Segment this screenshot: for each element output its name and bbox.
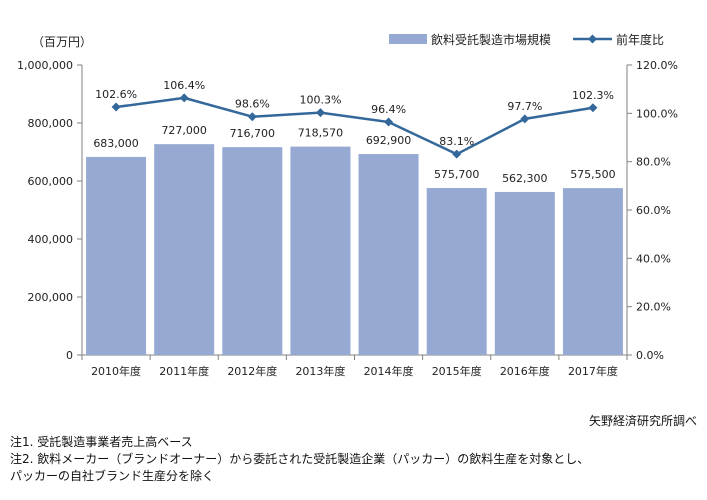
y-left-tick-label: 600,000 [28, 175, 74, 188]
y-right-tick-label: 60.0% [636, 204, 671, 217]
line-data-label: 83.1% [439, 135, 474, 148]
line-data-label: 96.4% [371, 103, 406, 116]
line-point [315, 108, 325, 118]
bar [86, 156, 147, 355]
bar [494, 191, 555, 355]
bar-data-label: 575,500 [570, 168, 616, 181]
line-point [520, 114, 530, 124]
x-tick-label: 2015年度 [432, 364, 482, 378]
line-data-label: 98.6% [235, 98, 270, 111]
bar-data-label: 716,700 [230, 127, 276, 140]
bar [426, 188, 487, 355]
y-right-tick-label: 100.0% [636, 107, 678, 120]
line-data-label: 97.7% [507, 100, 542, 113]
x-tick-label: 2014年度 [364, 364, 414, 378]
legend: 飲料受託製造市場規模 前年度比 [389, 32, 664, 47]
y-right-tick-label: 120.0% [636, 59, 678, 72]
legend-label-bar: 飲料受託製造市場規模 [431, 32, 551, 47]
series-line [115, 96, 594, 156]
note-1: 注1. 受託製造事業者売上高ベース [10, 435, 193, 449]
note-2: 注2. 飲料メーカー（ブランドオーナー）から委託された受託製造企業（パッカー）の… [10, 452, 590, 466]
y-left-tick-label: 800,000 [28, 117, 74, 130]
line-point [247, 112, 257, 122]
plot-area: 0 200,000 400,000 600,000 800,000 1,000,000 0.… [17, 59, 678, 378]
x-tick-label: 2012年度 [227, 364, 277, 378]
x-tick-label: 2013年度 [295, 364, 345, 378]
y-right-tick-label: 80.0% [636, 156, 671, 169]
line-data-label: 102.3% [572, 89, 614, 102]
x-tick-label: 2016年度 [500, 364, 550, 378]
bar-data-label: 692,900 [366, 134, 412, 147]
note-3: パッカーの自社ブランド生産分を除く [10, 469, 215, 483]
unit-label: （百万円） [32, 35, 92, 49]
line-data-label: 102.6% [95, 88, 137, 101]
line-point [111, 102, 121, 112]
y-left-tick-label: 0 [66, 349, 73, 362]
bar-data-label: 562,300 [502, 172, 548, 185]
y-right-tick-label: 0.0% [636, 349, 664, 362]
bar [154, 144, 215, 355]
y-left-tick-label: 200,000 [28, 291, 74, 304]
y-left-tick-label: 1,000,000 [17, 59, 73, 72]
bar [222, 147, 283, 355]
bar [358, 154, 419, 355]
bar [290, 146, 351, 355]
y-right-tick-label: 40.0% [636, 252, 671, 265]
line-data-label: 106.4% [163, 79, 205, 92]
bar-data-label: 718,570 [298, 127, 344, 140]
line-point [179, 93, 189, 103]
y-left-tick-label: 400,000 [28, 233, 74, 246]
legend-swatch-bar [389, 34, 427, 44]
x-tick-label: 2017年度 [568, 364, 618, 378]
x-tick-label: 2010年度 [91, 364, 141, 378]
source-note: 矢野経済研究所調べ [588, 414, 697, 428]
y-right-tick-label: 20.0% [636, 301, 671, 314]
line-point [384, 117, 394, 127]
bar [562, 188, 623, 355]
line-point [452, 149, 462, 159]
x-tick-label: 2011年度 [159, 364, 209, 378]
line-data-label: 100.3% [299, 94, 341, 107]
legend-marker-line [588, 34, 597, 44]
bar-data-label: 727,000 [161, 124, 207, 137]
bar-data-label: 683,000 [93, 137, 139, 150]
line-point [588, 103, 598, 113]
bar-data-label: 575,700 [434, 168, 480, 181]
legend-label-line: 前年度比 [616, 32, 664, 47]
